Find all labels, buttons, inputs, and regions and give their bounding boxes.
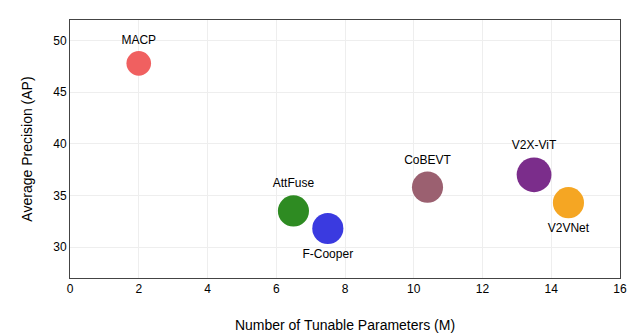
svg-text:V2VNet: V2VNet [548,221,590,235]
svg-text:35: 35 [53,189,67,203]
svg-text:50: 50 [53,34,67,48]
svg-text:4: 4 [204,282,211,296]
svg-text:V2X-ViT: V2X-ViT [512,138,557,152]
svg-text:2: 2 [135,282,142,296]
svg-text:AttFuse: AttFuse [273,176,315,190]
svg-text:Average Precision (AP): Average Precision (AP) [19,76,35,221]
svg-text:30: 30 [53,240,67,254]
svg-text:0: 0 [67,282,74,296]
svg-text:MACP: MACP [121,33,156,47]
svg-text:CoBEVT: CoBEVT [404,153,451,167]
svg-text:40: 40 [53,137,67,151]
svg-text:F-Cooper: F-Cooper [302,247,353,261]
svg-text:45: 45 [53,85,67,99]
svg-text:14: 14 [545,282,559,296]
svg-text:8: 8 [342,282,349,296]
svg-text:16: 16 [613,282,627,296]
svg-text:10: 10 [407,282,421,296]
svg-text:6: 6 [273,282,280,296]
svg-text:Number of Tunable Parameters (: Number of Tunable Parameters (M) [235,317,455,333]
svg-text:12: 12 [476,282,490,296]
